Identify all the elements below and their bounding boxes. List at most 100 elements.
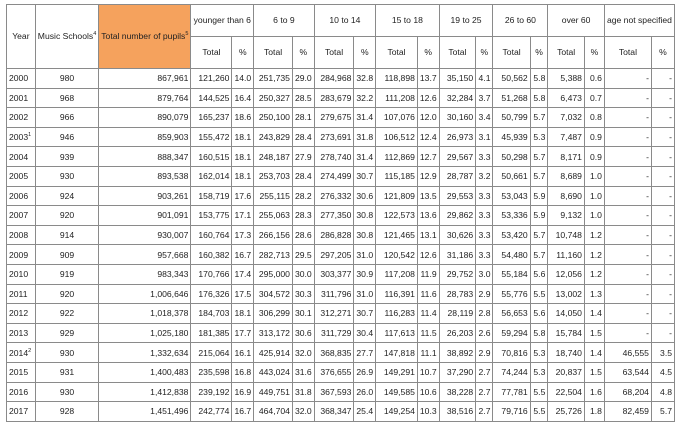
cell-group-total: 20,837	[547, 361, 585, 383]
cell-group-pct: -	[650, 303, 675, 324]
cell-group-pct: 13.5	[416, 185, 440, 207]
cell-group-total: 50,562	[492, 68, 531, 89]
header-group: 6 to 9	[253, 4, 315, 37]
music-school-pupils-table: Year Music Schools4 Total number of pupi…	[6, 4, 675, 422]
cell-group-pct: 3.7	[475, 87, 494, 109]
cell-group-total: 144,525	[190, 87, 233, 109]
cell-group-pct: 28.6	[291, 224, 315, 246]
cell-group-total: 53,420	[492, 224, 531, 246]
cell-group-pct: 12.6	[416, 244, 440, 265]
cell-group-pct: 12.6	[416, 87, 440, 109]
table-row: 2015 931 1,400,483 235,598 16.8 443,024 31.6 37…	[6, 361, 675, 383]
cell-music-schools: 930	[34, 342, 100, 363]
cell-group-total: 155,472	[190, 126, 233, 148]
cell-group-total: 184,703	[190, 303, 233, 324]
cell-group-total: 367,593	[313, 381, 355, 403]
cell-group-total: 28,783	[438, 283, 477, 305]
cell-group-pct: 3.3	[475, 146, 494, 167]
cell-music-schools: 930	[34, 165, 100, 187]
cell-group-total: 26,973	[438, 126, 477, 148]
cell-group-pct: 31.0	[353, 283, 377, 305]
cell-group-pct: -	[650, 126, 675, 148]
cell-group-total: 279,675	[313, 107, 355, 128]
cell-year: 2016	[6, 381, 36, 403]
cell-group-pct: -	[650, 146, 675, 167]
cell-group-pct: 2.7	[475, 361, 494, 383]
cell-group-pct: 3.0	[475, 263, 494, 285]
cell-group-pct: 5.8	[529, 87, 549, 109]
header-music-schools: Music Schools4	[34, 4, 100, 69]
cell-total-pupils: 983,343	[98, 263, 192, 285]
cell-group-pct: 5.8	[529, 68, 549, 89]
cell-group-total: 160,515	[190, 146, 233, 167]
cell-group-pct: 5.8	[529, 322, 549, 344]
table-row: 2010 919 983,343 170,766 17.4 295,000 30.0 303,…	[6, 263, 675, 285]
cell-group-total: 6,473	[547, 87, 585, 109]
cell-group-pct: 0.8	[583, 107, 605, 128]
cell-group-total: 277,350	[313, 205, 355, 226]
cell-total-pupils: 879,764	[98, 87, 192, 109]
cell-group-pct: 5.7	[529, 165, 549, 187]
cell-group-pct: 27.9	[291, 146, 315, 167]
header-sub-total: Total	[375, 36, 418, 69]
cell-group-pct: 31.8	[291, 381, 315, 403]
cell-group-pct: 5.3	[529, 342, 549, 363]
cell-group-total: 63,544	[603, 361, 652, 383]
cell-total-pupils: 1,400,483	[98, 361, 192, 383]
cell-group-total: 255,063	[253, 205, 293, 226]
header-sub-total: Total	[190, 36, 233, 69]
cell-group-pct: 1.0	[583, 205, 605, 226]
cell-music-schools: 966	[34, 107, 100, 128]
cell-group-total: 46,555	[603, 342, 652, 363]
cell-group-total: 235,598	[190, 361, 233, 383]
cell-group-pct: 31.4	[353, 146, 377, 167]
cell-group-total: 239,192	[190, 381, 233, 403]
cell-group-pct: 3.3	[475, 244, 494, 265]
cell-music-schools: 920	[34, 283, 100, 305]
cell-group-total: 147,818	[375, 342, 418, 363]
header-group: over 60	[547, 4, 605, 37]
cell-group-pct: -	[650, 68, 675, 89]
cell-group-total: -	[603, 205, 652, 226]
header-group: 15 to 18	[375, 4, 440, 37]
cell-group-total: 5,388	[547, 68, 585, 89]
cell-group-total: 443,024	[253, 361, 293, 383]
cell-group-pct: 17.1	[231, 205, 255, 226]
cell-total-pupils: 1,006,646	[98, 283, 192, 305]
cell-group-pct: 5.7	[529, 146, 549, 167]
cell-group-pct: 16.4	[231, 87, 255, 109]
cell-group-total: 311,796	[313, 283, 355, 305]
cell-total-pupils: 888,347	[98, 146, 192, 167]
cell-group-pct: -	[650, 205, 675, 226]
header-sub-pct: %	[583, 36, 605, 69]
cell-group-pct: -	[650, 263, 675, 285]
cell-group-pct: 3.5	[650, 342, 675, 363]
cell-total-pupils: 930,007	[98, 224, 192, 246]
cell-music-schools: 920	[34, 205, 100, 226]
cell-group-total: 8,690	[547, 185, 585, 207]
cell-group-pct: 5.7	[529, 244, 549, 265]
cell-group-total: -	[603, 165, 652, 187]
cell-group-pct: 11.9	[416, 263, 440, 285]
cell-group-pct: -	[650, 224, 675, 246]
cell-group-pct: 18.1	[231, 126, 255, 148]
cell-group-total: 368,835	[313, 342, 355, 363]
cell-group-pct: 28.3	[291, 205, 315, 226]
cell-group-total: 283,679	[313, 87, 355, 109]
cell-group-pct: 30.6	[291, 322, 315, 344]
cell-group-total: 12,056	[547, 263, 585, 285]
cell-group-pct: 1.2	[583, 224, 605, 246]
table-row: 2016 930 1,412,838 239,192 16.9 449,751 31.8 36…	[6, 381, 675, 403]
header-group: 26 to 60	[492, 4, 549, 37]
cell-group-total: -	[603, 303, 652, 324]
cell-group-pct: 1.0	[583, 165, 605, 187]
cell-group-total: 68,204	[603, 381, 652, 403]
cell-music-schools: 909	[34, 244, 100, 265]
cell-group-pct: 28.1	[291, 107, 315, 128]
header-sub-pct: %	[475, 36, 494, 69]
cell-group-total: 158,719	[190, 185, 233, 207]
cell-group-pct: 26.0	[353, 381, 377, 403]
cell-group-total: 56,653	[492, 303, 531, 324]
table-row: 2002 966 890,079 165,237 18.6 250,100 28.1 279,…	[6, 107, 675, 128]
cell-total-pupils: 859,903	[98, 126, 192, 148]
